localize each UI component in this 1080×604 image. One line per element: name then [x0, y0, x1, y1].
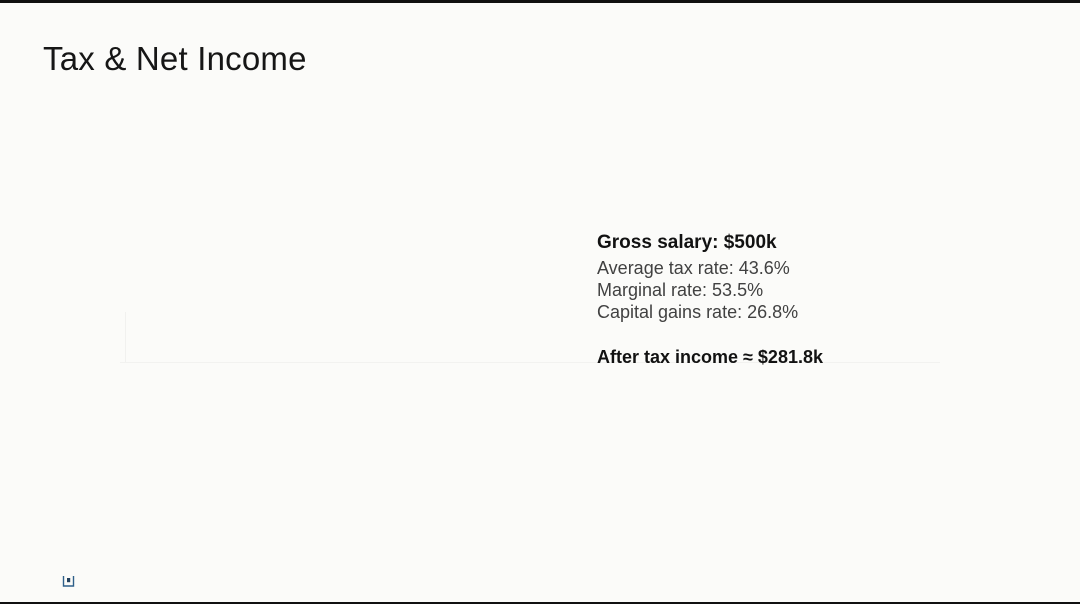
slide-title: Tax & Net Income	[43, 40, 307, 77]
broken-image-icon	[62, 575, 75, 588]
marginal-rate-line: Marginal rate: 53.5%	[597, 280, 764, 300]
capital-gains-rate-line: Capital gains rate: 26.8%	[597, 302, 799, 322]
average-tax-rate-line: Average tax rate: 43.6%	[597, 258, 790, 278]
letterbox-bottom-edge	[0, 602, 1080, 604]
after-tax-income-line: After tax income ≈ $281.8k	[597, 347, 823, 367]
faint-chart-axis-vertical	[125, 312, 126, 362]
letterbox-top-edge	[0, 0, 1080, 3]
gross-salary-line: Gross salary: $500k	[597, 232, 777, 253]
tax-summary-block: Gross salary: $500k Average tax rate: 43…	[597, 231, 823, 368]
